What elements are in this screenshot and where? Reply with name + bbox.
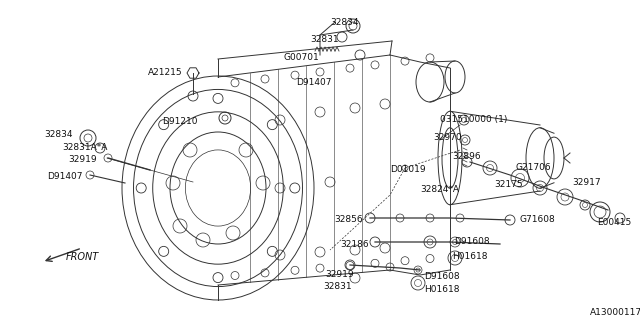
Text: G21706: G21706 bbox=[516, 163, 552, 172]
Text: A130001175: A130001175 bbox=[590, 308, 640, 317]
Text: 32917: 32917 bbox=[572, 178, 600, 187]
Text: 32831: 32831 bbox=[323, 282, 351, 291]
Text: 32831A*A: 32831A*A bbox=[62, 143, 108, 152]
Text: 32856: 32856 bbox=[334, 215, 363, 224]
Text: D91407: D91407 bbox=[296, 78, 332, 87]
Text: 32896: 32896 bbox=[452, 152, 481, 161]
Text: E00415: E00415 bbox=[597, 218, 631, 227]
Text: 32834: 32834 bbox=[330, 18, 358, 27]
Text: D91608: D91608 bbox=[424, 272, 460, 281]
Text: FRONT: FRONT bbox=[66, 252, 99, 262]
Text: 32834: 32834 bbox=[44, 130, 72, 139]
Text: 32186: 32186 bbox=[340, 240, 369, 249]
Text: D91608: D91608 bbox=[454, 237, 490, 246]
Text: H01618: H01618 bbox=[424, 285, 460, 294]
Text: 32970: 32970 bbox=[433, 133, 461, 142]
Text: D91210: D91210 bbox=[162, 117, 198, 126]
Text: 031510000 (1): 031510000 (1) bbox=[440, 115, 508, 124]
Text: G00701: G00701 bbox=[283, 53, 319, 62]
Text: H01618: H01618 bbox=[452, 252, 488, 261]
Text: G71608: G71608 bbox=[520, 215, 556, 224]
Text: D01019: D01019 bbox=[390, 165, 426, 174]
Text: D91407: D91407 bbox=[47, 172, 83, 181]
Text: 32175: 32175 bbox=[494, 180, 523, 189]
Text: A21215: A21215 bbox=[148, 68, 182, 77]
Text: 32831: 32831 bbox=[310, 35, 339, 44]
Text: 32919: 32919 bbox=[68, 155, 97, 164]
Text: 32919: 32919 bbox=[325, 270, 354, 279]
Text: 32824*A: 32824*A bbox=[420, 185, 459, 194]
